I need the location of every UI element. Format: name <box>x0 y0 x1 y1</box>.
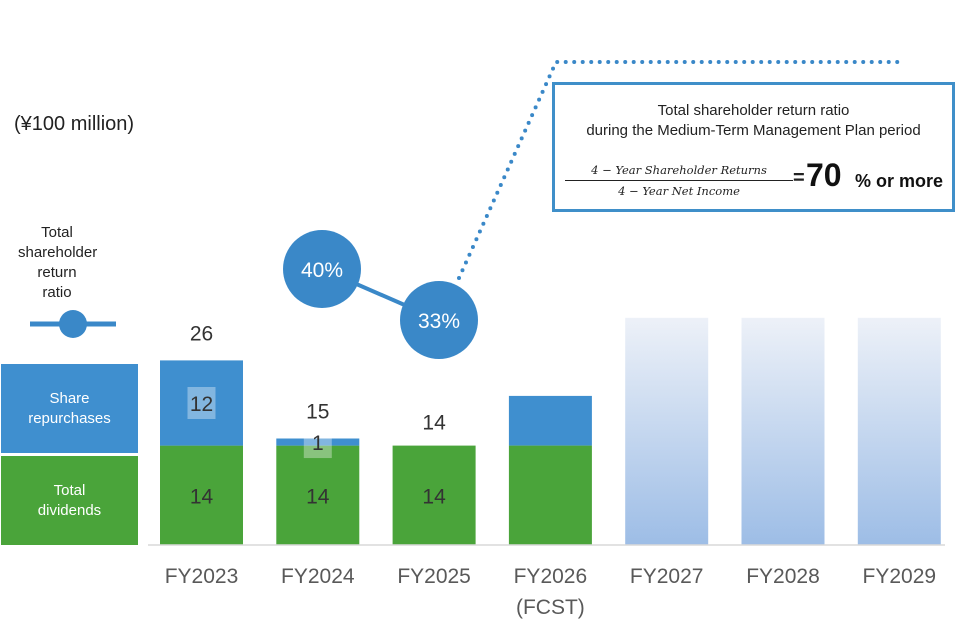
forecast-dividend-bar <box>508 445 592 545</box>
plan-bar-fy2027 <box>625 317 709 545</box>
repurchase-value-label: 12 <box>190 393 213 416</box>
plan-bar-fy2029 <box>857 317 941 545</box>
ratio-point-label: 33% <box>418 310 460 333</box>
target-suffix: % or more <box>855 171 944 191</box>
fraction-bar <box>565 180 793 181</box>
x-tick-label: FY2025 <box>397 565 471 588</box>
formula-equals: = <box>793 167 805 189</box>
dividend-value-label: 14 <box>422 485 446 508</box>
x-tick-label: FY2026 <box>514 565 588 588</box>
callout-dotted-leader <box>457 60 907 280</box>
formula-fraction: 4 − Year Shareholder Returns 4 − Year Ne… <box>565 163 793 198</box>
x-tick-label: FY2023 <box>165 565 239 588</box>
repurchase-bar-fy2024 <box>276 438 360 446</box>
legend-share-repurchases: Share repurchases <box>1 364 138 453</box>
total-value-label: 15 <box>306 401 329 424</box>
legend-total-dividends: Total dividends <box>1 456 138 545</box>
x-tick-label: FY2029 <box>863 565 937 588</box>
x-tick-label: FY2024 <box>281 565 355 588</box>
ratio-point-fy2024 <box>283 230 361 308</box>
legend-ratio-marker <box>30 310 116 338</box>
legend-ratio-label: Total shareholder return ratio <box>18 224 98 301</box>
plan-title: Total shareholder return ratio during th… <box>586 102 921 139</box>
forecast-repurchase-bar <box>508 395 592 446</box>
dividend-value-label: 14 <box>190 485 214 508</box>
formula-numerator: 4 − Year Shareholder Returns <box>591 163 767 177</box>
repurchase-label-bg <box>187 387 216 419</box>
total-value-label: 14 <box>422 412 446 435</box>
ratio-point-fy2025 <box>400 281 478 359</box>
plan-formula: 4 − Year Shareholder Returns 4 − Year Ne… <box>565 157 945 201</box>
formula-denominator: 4 − Year Net Income <box>618 184 740 198</box>
target-value: 70 <box>806 157 842 193</box>
dividend-bar-fy2025 <box>392 445 476 545</box>
repurchase-label-bg <box>303 426 332 459</box>
unit-label: (¥100 million) <box>14 113 135 135</box>
x-tick-sublabel: (FCST) <box>516 596 585 619</box>
plan-callout-box: Total shareholder return ratio during th… <box>552 82 955 212</box>
total-value-label: 26 <box>190 322 213 345</box>
repurchase-bar-fy2023 <box>160 360 243 446</box>
plan-bar-fy2028 <box>741 317 825 545</box>
x-tick-label: FY2027 <box>630 565 704 588</box>
dividend-bar-fy2023 <box>160 445 243 545</box>
x-tick-label: FY2028 <box>746 565 820 588</box>
repurchase-value-label: 1 <box>312 432 324 455</box>
ratio-point-label: 40% <box>301 259 343 282</box>
dividend-bar-fy2024 <box>276 445 360 545</box>
dividend-value-label: 14 <box>306 485 330 508</box>
